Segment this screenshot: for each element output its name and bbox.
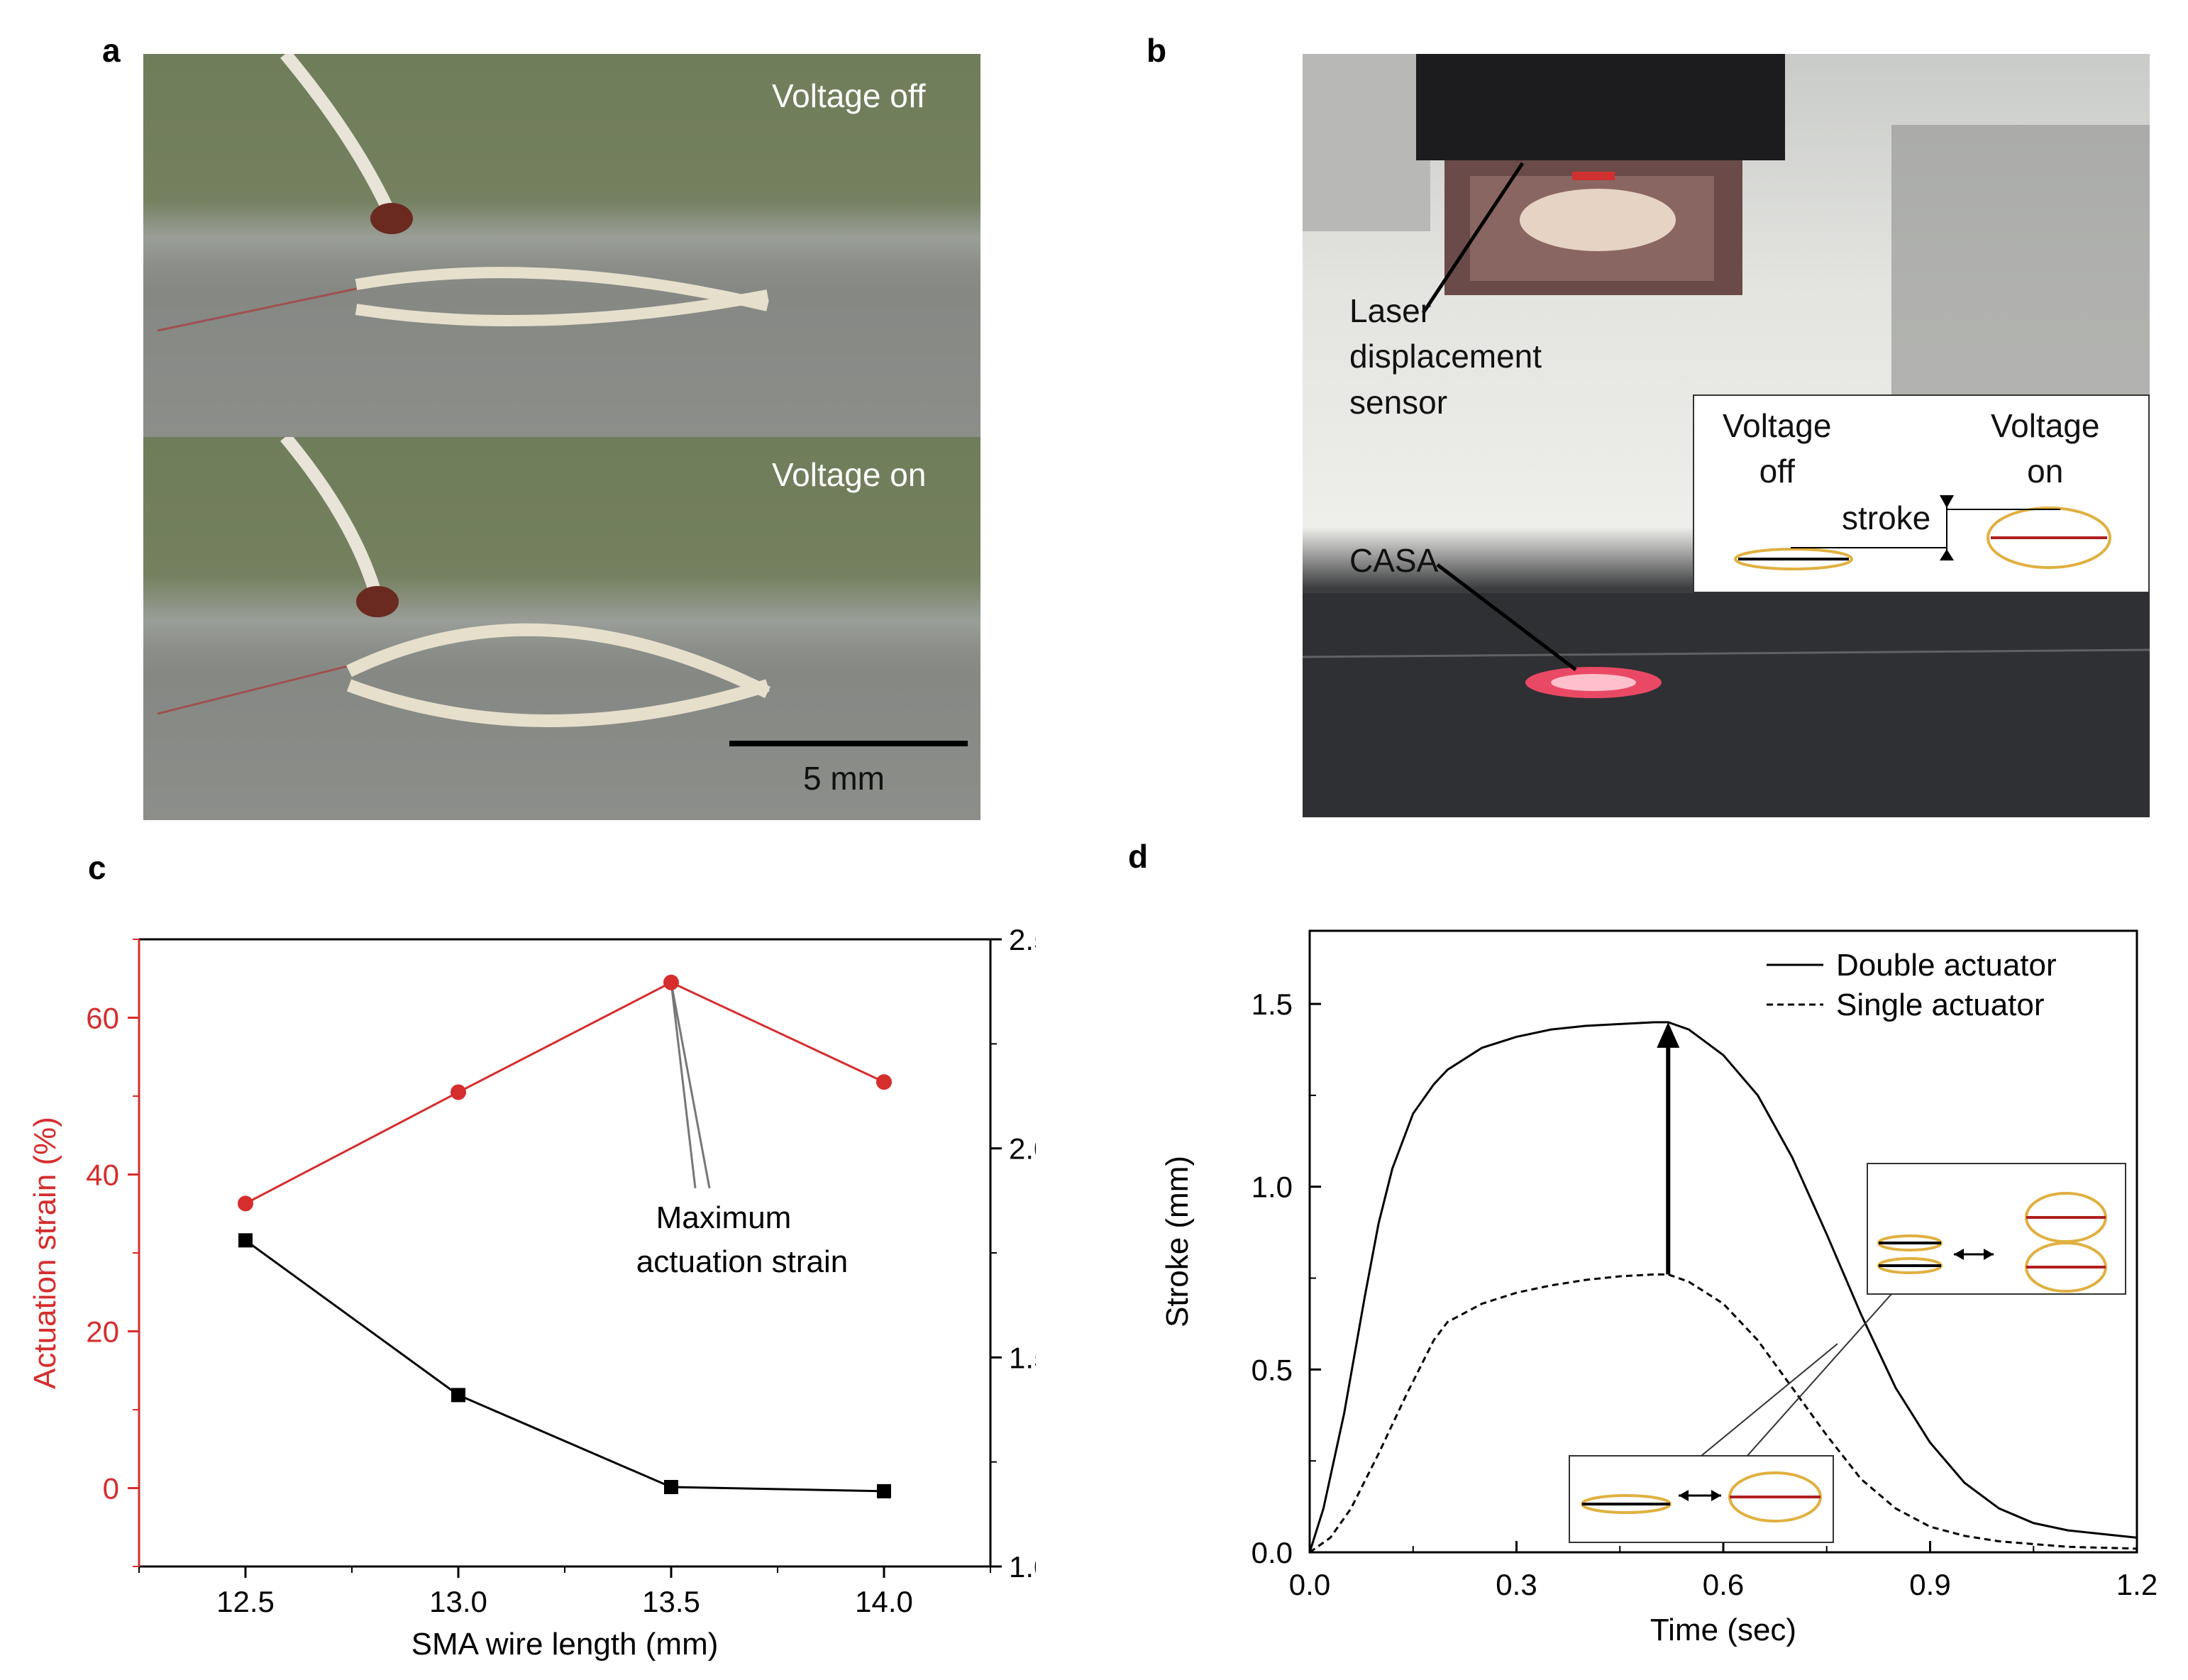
y-right-tick-label: 2.5 xyxy=(1009,923,1036,956)
series-line-single-actuator xyxy=(1309,1273,2138,1554)
inset-single-actuator xyxy=(1569,1455,1834,1543)
annotation-text: Maximum xyxy=(656,1200,792,1235)
photo-voltage-on: Voltage on 5 mm xyxy=(143,437,980,820)
data-point-initial-height xyxy=(451,1388,465,1403)
label-voltage-on: Voltage on xyxy=(772,456,927,493)
chart-stroke-vs-time: 0.0 0.3 0.6 0.9 1.2 Time (sec) 0.0 0.5 1.0 1.5 Str… xyxy=(1160,929,2157,1647)
sensor-illustration xyxy=(1303,54,2150,817)
x-tick-label: 0.3 xyxy=(1496,1568,1537,1601)
inset-single-pointer xyxy=(1701,1343,1838,1457)
y-left-tick-label: 0 xyxy=(103,1472,119,1505)
panel-letter-a: a xyxy=(102,32,121,69)
data-point-actuation-strain xyxy=(876,1074,892,1090)
inset-arrowhead-left xyxy=(1954,1249,1964,1260)
x-tick-label: 13.5 xyxy=(642,1585,700,1618)
inset-voltage-off-label: Voltage off xyxy=(1723,403,1831,494)
x-axis-label: SMA wire length (mm) xyxy=(411,1627,719,1662)
y-left-tick-label: 20 xyxy=(86,1315,119,1349)
annotation-pointer-line xyxy=(670,982,697,1188)
y-right-tick-label: 1.5 xyxy=(1009,1341,1036,1374)
y-right-tick-label: 2.0 xyxy=(1009,1132,1036,1166)
data-point-initial-height xyxy=(877,1483,891,1498)
scale-bar-label: 5 mm xyxy=(803,760,885,797)
annotation-pointer-line xyxy=(670,982,711,1189)
x-tick-label: 12.5 xyxy=(216,1585,275,1618)
y-left-tick-label: 40 xyxy=(86,1159,119,1192)
inset-voltage-on-label: Voltage on xyxy=(1991,403,2099,494)
sensor-label: Laser displacement sensor xyxy=(1349,288,1542,425)
photo-voltage-off: Voltage off xyxy=(143,54,980,437)
x-axis-label: Time (sec) xyxy=(1650,1613,1796,1647)
y-tick-label: 0.5 xyxy=(1252,1353,1293,1386)
series-line-initial-height xyxy=(245,1239,885,1493)
sensor-label-line: Laser xyxy=(1349,292,1432,329)
panel-letter-d: d xyxy=(1128,838,1149,875)
y-tick-label: 0.0 xyxy=(1252,1536,1293,1569)
panel-letter-c: c xyxy=(88,849,106,886)
actuator-illustration-on xyxy=(143,437,980,820)
inset-double-actuator xyxy=(1867,1163,2126,1295)
y-axis-label: Stroke (mm) xyxy=(1160,1156,1195,1327)
y-left-tick-label: 60 xyxy=(86,1002,119,1035)
y-right-tick-label: 1.0 xyxy=(1009,1550,1036,1584)
sensor-label-line: sensor xyxy=(1349,383,1448,421)
data-point-initial-height xyxy=(238,1233,253,1248)
chart-strain-vs-wire-length: 12.5 13.0 13.5 14.0 SMA wire length (mm) 0 20 4… xyxy=(28,923,1036,1662)
inset-voltage-off-line: Voltage xyxy=(1723,407,1832,444)
inset-arrowhead-right xyxy=(1711,1490,1721,1501)
x-tick-label: 0.6 xyxy=(1703,1568,1744,1601)
y-tick-label: 1.0 xyxy=(1252,1171,1293,1204)
x-tick-label: 0.0 xyxy=(1289,1568,1330,1601)
annotation-text: actuation strain xyxy=(636,1244,848,1279)
series-line-double-actuator xyxy=(1308,1021,2138,1553)
casa-label: CASA xyxy=(1349,542,1439,579)
y-tick-label: 1.5 xyxy=(1252,988,1293,1021)
data-point-actuation-strain xyxy=(663,974,679,990)
data-point-actuation-strain xyxy=(451,1084,466,1100)
legend-label-single: Single actuator xyxy=(1836,988,2045,1022)
actuator-illustration-off xyxy=(143,54,980,437)
y-left-axis-label: Actuation strain (%) xyxy=(28,1117,62,1389)
x-tick-label: 14.0 xyxy=(855,1585,913,1618)
data-point-initial-height xyxy=(664,1480,678,1495)
stroke-increase-arrowhead xyxy=(1657,1022,1680,1048)
photo-laser-sensor: Laser displacement sensor CASA Voltage o… xyxy=(1303,54,2150,817)
data-point-actuation-strain xyxy=(238,1195,253,1212)
sensor-label-line: displacement xyxy=(1349,338,1542,375)
inset-stroke-label: stroke xyxy=(1842,499,1931,536)
x-tick-label: 13.0 xyxy=(429,1585,487,1618)
stroke-inset-diagram xyxy=(1734,495,2111,570)
inset-arrowhead-left xyxy=(1679,1490,1689,1501)
inset-arrowhead-right xyxy=(1984,1249,1994,1260)
series-line-actuation-strain xyxy=(245,981,885,1205)
inset-voltage-off-line: off xyxy=(1759,453,1795,490)
label-voltage-off: Voltage off xyxy=(772,77,926,114)
legend-label-double: Double actuator xyxy=(1836,948,2057,983)
inset-voltage-on-line: Voltage xyxy=(1991,407,2100,444)
panel-letter-b: b xyxy=(1147,32,1167,69)
stroke-inset: Voltage off Voltage on stroke xyxy=(1693,394,2150,593)
x-tick-label: 0.9 xyxy=(1909,1568,1950,1601)
x-tick-label: 1.2 xyxy=(2116,1568,2157,1601)
inset-voltage-on-line: on xyxy=(2027,453,2064,490)
